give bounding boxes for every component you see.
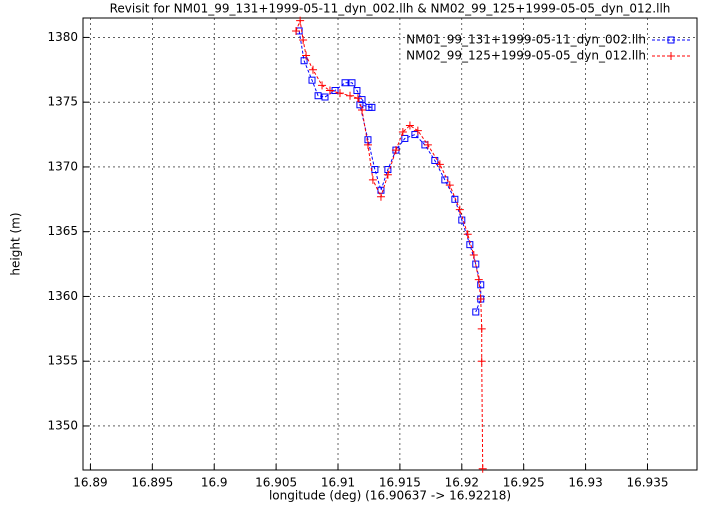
marker xyxy=(476,295,485,304)
marker xyxy=(413,126,422,135)
marker xyxy=(405,121,414,130)
marker xyxy=(353,94,362,103)
marker xyxy=(325,86,334,95)
x-tick-label: 16.915 xyxy=(379,476,421,490)
x-tick-label: 16.905 xyxy=(255,476,297,490)
marker xyxy=(477,357,486,366)
marker xyxy=(445,181,454,190)
y-tick-label: 1355 xyxy=(47,354,78,368)
plot-frame xyxy=(82,17,698,471)
x-tick-label: 16.92 xyxy=(445,476,479,490)
x-tick-label: 16.925 xyxy=(503,476,545,490)
marker xyxy=(299,36,308,45)
y-tick-label: 1350 xyxy=(47,418,78,432)
marker xyxy=(341,79,349,87)
series-line xyxy=(298,30,482,313)
chart-title: Revisit for NM01_99_131+1999-05-11_dyn_0… xyxy=(110,2,671,16)
marker xyxy=(309,65,318,74)
series-line xyxy=(295,18,484,469)
marker xyxy=(368,175,377,184)
y-axis-label: height (m) xyxy=(9,212,23,275)
marker xyxy=(431,156,439,164)
marker xyxy=(300,57,308,65)
marker xyxy=(391,146,400,155)
marker xyxy=(363,140,372,149)
marker xyxy=(455,205,464,214)
marker xyxy=(477,324,486,333)
marker xyxy=(474,275,483,284)
y-tick-label: 1375 xyxy=(47,95,78,109)
marker xyxy=(321,93,329,101)
x-tick-label: 16.935 xyxy=(626,476,668,490)
marker xyxy=(477,281,485,289)
marker xyxy=(353,87,361,95)
marker xyxy=(368,103,376,111)
marker xyxy=(292,26,301,35)
marker xyxy=(451,195,459,203)
y-tick-label: 1365 xyxy=(47,224,78,238)
marker xyxy=(435,160,444,169)
marker xyxy=(348,79,356,87)
marker xyxy=(308,76,316,84)
marker xyxy=(463,230,472,239)
marker xyxy=(302,51,311,60)
y-tick-label: 1360 xyxy=(47,289,78,303)
marker xyxy=(398,127,407,136)
marker xyxy=(376,192,385,201)
marker xyxy=(356,101,364,109)
legend-marker xyxy=(667,36,675,44)
marker xyxy=(401,134,409,142)
legend-label: NM01_99_131+1999-05-11_dyn_002.llh xyxy=(406,33,646,47)
marker xyxy=(318,81,327,90)
marker xyxy=(296,16,305,25)
marker xyxy=(358,105,367,114)
y-tick-label: 1370 xyxy=(47,159,78,173)
x-axis-label: longitude (deg) (16.90637 -> 16.92218) xyxy=(269,489,511,503)
x-tick-label: 16.895 xyxy=(131,476,173,490)
legend-marker xyxy=(667,52,675,60)
marker xyxy=(383,170,392,179)
marker xyxy=(469,251,478,260)
x-tick-label: 16.9 xyxy=(201,476,228,490)
marker xyxy=(335,89,344,98)
x-tick-label: 16.91 xyxy=(321,476,355,490)
marker xyxy=(472,308,480,316)
legend-label: NM02_99_125+1999-05-05_dyn_012.llh xyxy=(406,49,646,63)
x-tick-label: 16.89 xyxy=(73,476,107,490)
marker xyxy=(358,96,366,104)
marker xyxy=(346,91,355,100)
marker xyxy=(314,92,322,100)
x-tick-label: 16.93 xyxy=(568,476,602,490)
marker xyxy=(423,140,432,149)
y-tick-label: 1380 xyxy=(47,30,78,44)
marker xyxy=(478,464,487,473)
